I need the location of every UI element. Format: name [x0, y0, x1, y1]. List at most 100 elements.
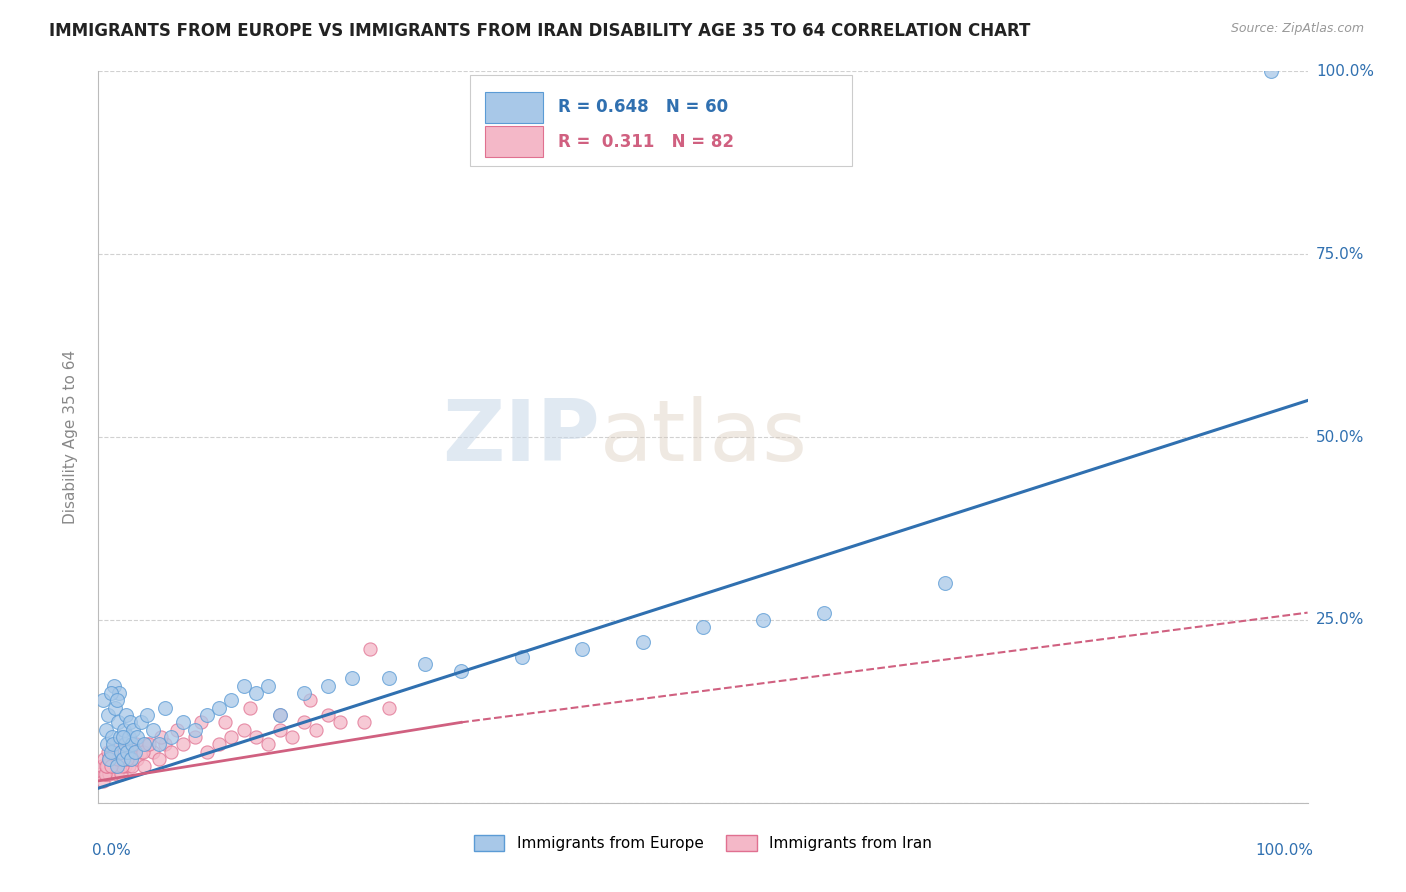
Point — [120, 752, 142, 766]
Point — [108, 686, 131, 700]
Point — [239, 700, 262, 714]
Point — [631, 635, 654, 649]
Point — [108, 759, 131, 773]
Point — [342, 672, 364, 686]
Point — [112, 723, 135, 737]
Point — [256, 679, 278, 693]
Point — [142, 723, 165, 737]
Point — [125, 737, 148, 751]
Point — [245, 686, 267, 700]
Point — [221, 693, 243, 707]
Point — [97, 745, 120, 759]
Point — [100, 730, 122, 744]
Point — [292, 686, 315, 700]
Point — [111, 752, 134, 766]
Point — [96, 759, 118, 773]
Point — [135, 737, 157, 751]
Point — [100, 752, 122, 766]
Point — [153, 700, 176, 714]
Point — [121, 759, 143, 773]
Point — [195, 745, 218, 759]
Point — [117, 752, 139, 766]
Point — [105, 752, 128, 766]
FancyBboxPatch shape — [485, 92, 543, 122]
Point — [134, 759, 156, 773]
Point — [118, 745, 141, 759]
Point — [135, 708, 157, 723]
Point — [166, 723, 188, 737]
Point — [120, 752, 142, 766]
Point — [299, 693, 322, 707]
Point — [353, 715, 375, 730]
Point — [413, 657, 436, 671]
Point — [118, 730, 141, 744]
Y-axis label: Disability Age 35 to 64: Disability Age 35 to 64 — [63, 350, 77, 524]
Point — [94, 766, 117, 780]
Point — [195, 708, 218, 723]
Point — [110, 766, 132, 780]
Text: 0.0%: 0.0% — [93, 843, 131, 858]
Point — [100, 759, 122, 773]
Point — [692, 620, 714, 634]
Point — [117, 745, 139, 759]
Point — [107, 745, 129, 759]
Point — [124, 745, 146, 759]
Point — [115, 737, 138, 751]
Point — [752, 613, 775, 627]
Point — [377, 672, 399, 686]
Point — [571, 642, 593, 657]
Point — [96, 759, 118, 773]
Point — [108, 730, 131, 744]
FancyBboxPatch shape — [470, 75, 852, 167]
Point — [190, 715, 212, 730]
Text: ZIP: ZIP — [443, 395, 600, 479]
Text: Source: ZipAtlas.com: Source: ZipAtlas.com — [1230, 22, 1364, 36]
Point — [129, 745, 152, 759]
Point — [329, 715, 352, 730]
Text: 100.0%: 100.0% — [1316, 64, 1374, 78]
Point — [103, 745, 125, 759]
Point — [104, 737, 127, 751]
Point — [105, 759, 128, 773]
Point — [172, 737, 194, 751]
Point — [305, 723, 328, 737]
Point — [269, 708, 291, 723]
Point — [934, 576, 956, 591]
Point — [101, 745, 124, 759]
Point — [104, 700, 127, 714]
Point — [101, 737, 124, 751]
Point — [97, 708, 120, 723]
Point — [103, 679, 125, 693]
Point — [111, 752, 134, 766]
Point — [91, 759, 114, 773]
Point — [160, 730, 183, 744]
Point — [316, 679, 339, 693]
Point — [292, 715, 315, 730]
Point — [281, 730, 304, 744]
Point — [104, 759, 127, 773]
Point — [105, 693, 128, 707]
Point — [108, 752, 131, 766]
Point — [93, 752, 115, 766]
Point — [127, 752, 149, 766]
Text: R =  0.311   N = 82: R = 0.311 N = 82 — [558, 133, 734, 151]
Point — [110, 745, 132, 759]
Point — [245, 730, 267, 744]
Point — [110, 745, 132, 759]
Point — [127, 730, 149, 744]
Point — [100, 759, 122, 773]
Text: 25.0%: 25.0% — [1316, 613, 1364, 627]
Point — [114, 759, 136, 773]
Point — [148, 737, 170, 751]
Point — [104, 752, 127, 766]
Point — [269, 723, 291, 737]
Point — [214, 715, 236, 730]
Text: 75.0%: 75.0% — [1316, 247, 1364, 261]
Point — [105, 766, 128, 780]
Point — [118, 745, 141, 759]
Point — [97, 752, 120, 766]
Point — [103, 759, 125, 773]
Point — [112, 745, 135, 759]
Point — [172, 715, 194, 730]
Point — [121, 737, 143, 751]
